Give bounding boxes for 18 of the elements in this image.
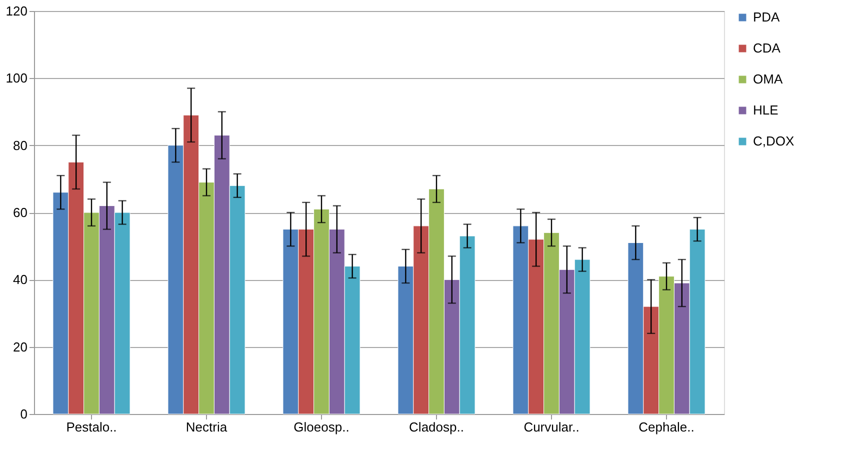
- legend-label: CDA: [753, 40, 781, 56]
- legend-label: HLE: [753, 102, 779, 118]
- y-tick-label: 80: [13, 138, 28, 153]
- x-tick-label: Cladosp..: [409, 420, 464, 434]
- y-tick-label: 40: [13, 272, 28, 288]
- legend-label: PDA: [753, 10, 780, 24]
- x-tick-label: Cephale..: [638, 420, 694, 434]
- y-tick-label: 20: [13, 339, 28, 354]
- y-tick-label: 0: [20, 406, 28, 422]
- y-tick-label: 100: [6, 70, 28, 86]
- x-tick-label: Gloeosp..: [294, 420, 350, 434]
- x-tick-label: Nectria: [186, 420, 228, 434]
- legend-label: OMA: [753, 72, 783, 86]
- y-tick-label: 120: [6, 4, 28, 18]
- x-tick-label: Curvular..: [524, 420, 580, 434]
- y-tick-label: 60: [13, 205, 28, 220]
- x-tick-label: Pestalo..: [66, 420, 117, 434]
- legend-label: C,DOX: [753, 134, 794, 148]
